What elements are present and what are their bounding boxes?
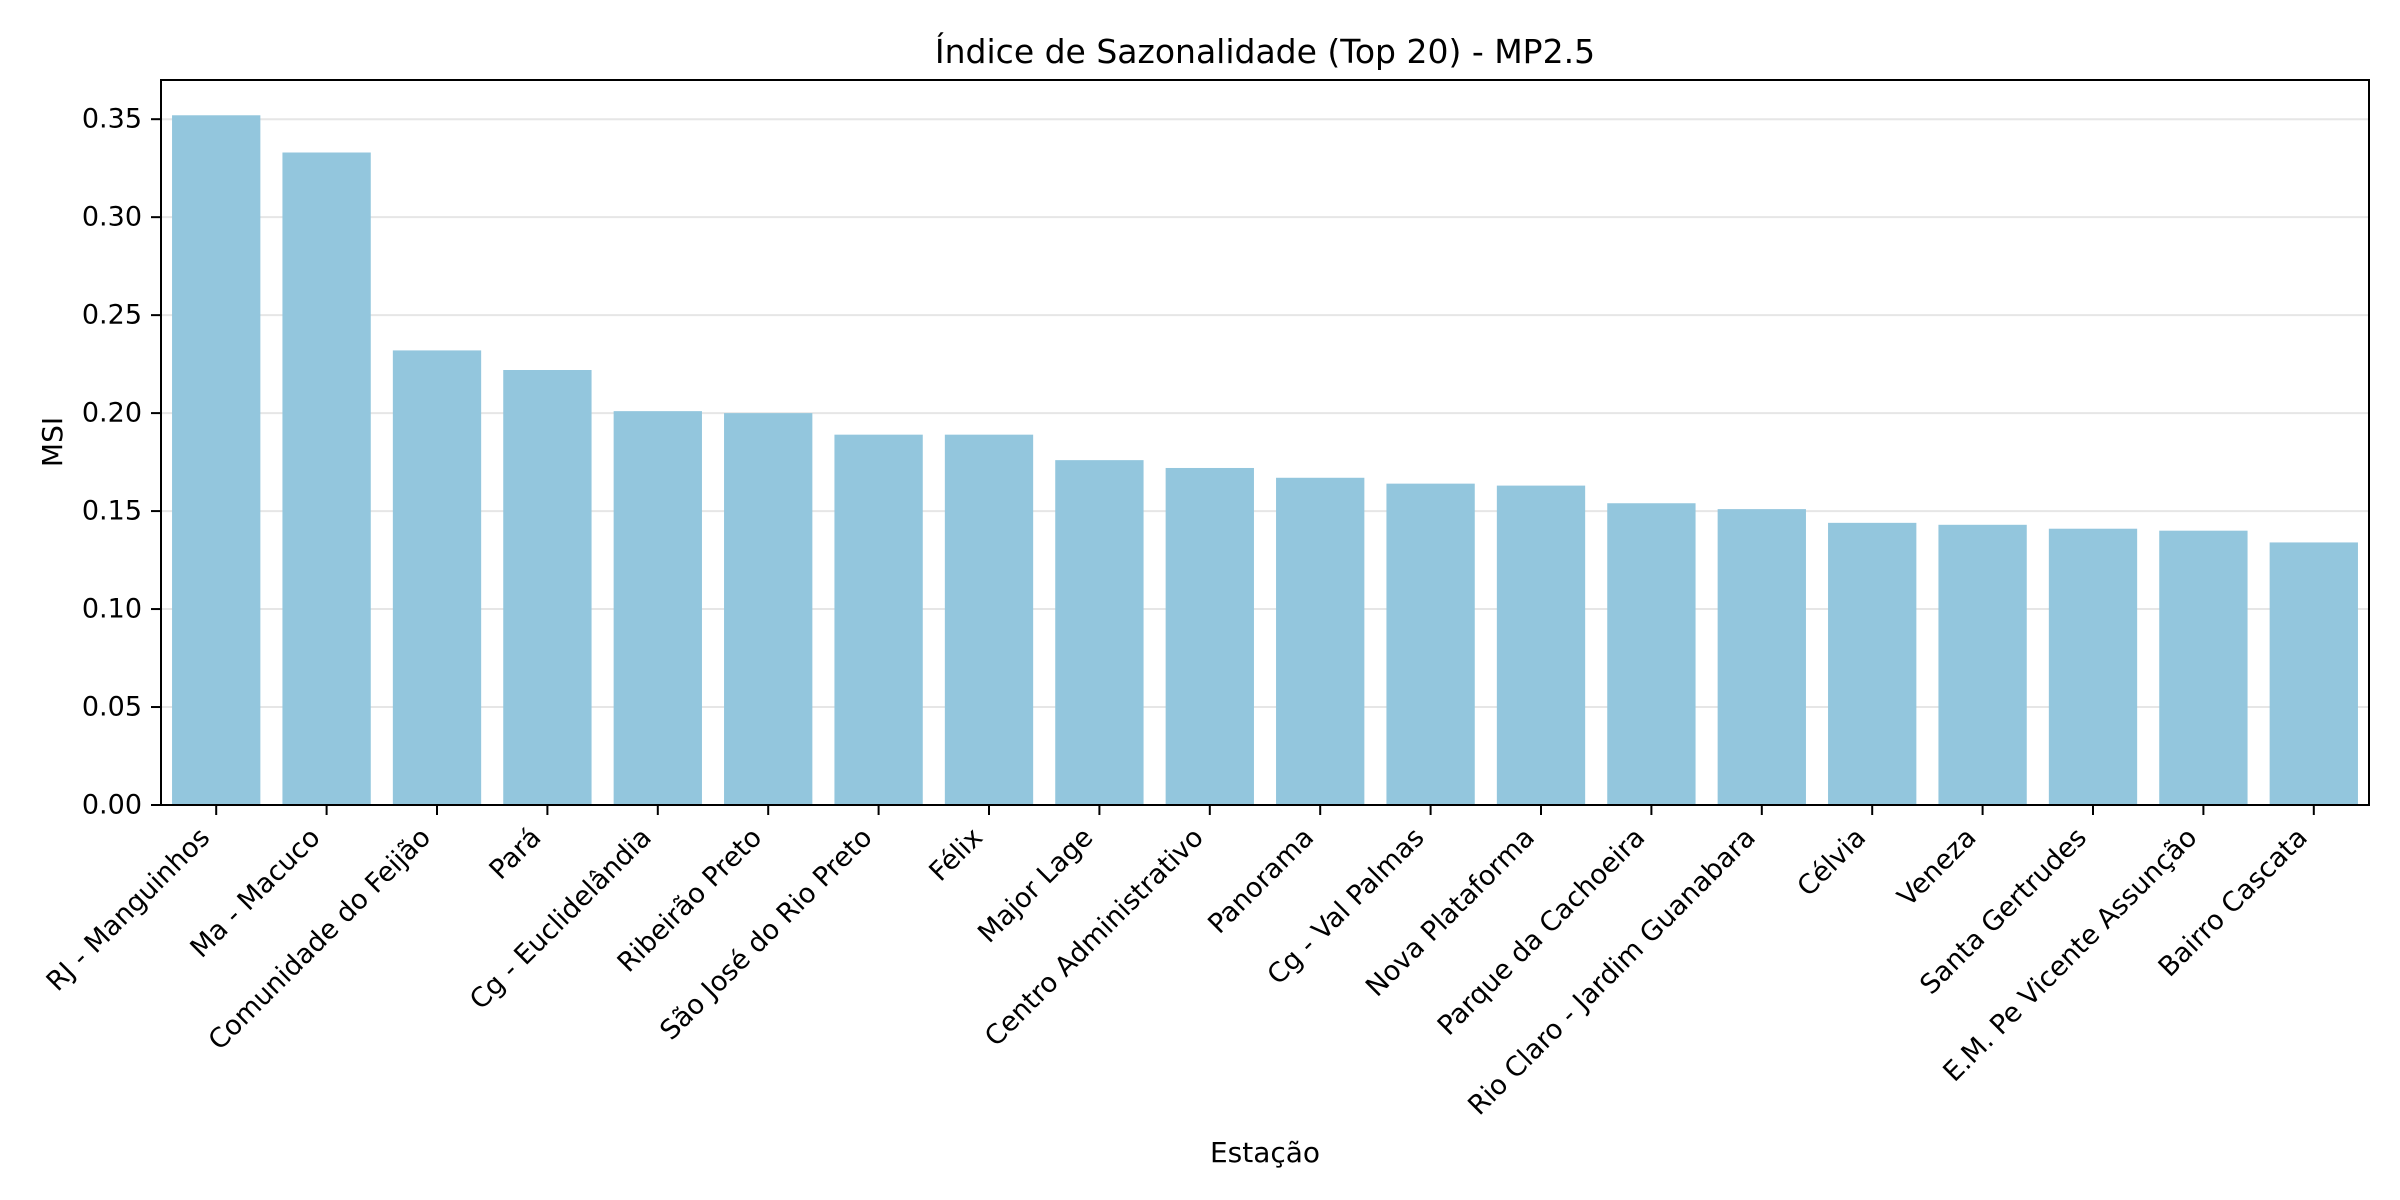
bar-6: [724, 413, 813, 805]
bar-5: [613, 411, 702, 805]
bar-17: [1938, 524, 2027, 805]
y-axis-label: MSI: [36, 417, 69, 467]
y-tick-label: 0.15: [82, 496, 142, 527]
y-tick-label: 0.35: [82, 104, 142, 135]
bar-11: [1276, 477, 1365, 805]
bar-9: [1055, 460, 1144, 805]
bar-8: [944, 434, 1034, 805]
x-tick-label: Panorama: [1202, 822, 1320, 940]
y-tick-label: 0.30: [82, 202, 142, 233]
x-axis-label: Estação: [1210, 1136, 1320, 1169]
bar-10: [1165, 467, 1254, 805]
bar-7: [834, 434, 923, 805]
x-tick-label: RJ - Manguinhos: [41, 822, 216, 997]
gridlines: [161, 118, 2369, 806]
y-tick-label: 0.00: [82, 790, 142, 821]
x-tick-label: Pará: [484, 822, 548, 886]
bar-2: [282, 152, 371, 805]
bar-19: [2159, 530, 2248, 805]
y-tick-label: 0.05: [82, 692, 142, 723]
bar-15: [1717, 509, 1806, 805]
bar-20: [2269, 542, 2358, 805]
x-tick-label: São José do Rio Preto: [654, 822, 878, 1046]
y-tick-label: 0.25: [82, 300, 142, 331]
bars: [172, 115, 2358, 806]
bar-14: [1607, 503, 1696, 805]
bar-13: [1496, 485, 1586, 805]
x-tick-label: Veneza: [1892, 822, 1983, 913]
bar-16: [1828, 522, 1917, 805]
bar-12: [1386, 483, 1475, 805]
chart-title: Índice de Sazonalidade (Top 20) - MP2.5: [935, 31, 1595, 71]
x-tick-label: Félix: [923, 822, 989, 888]
y-tick-label: 0.20: [82, 398, 142, 429]
bar-18: [2048, 528, 2138, 805]
bar-4: [503, 370, 592, 805]
axes-frame: [160, 79, 2370, 806]
x-tick-label: Centro Administrativo: [979, 822, 1210, 1053]
bar-1: [172, 115, 261, 806]
bar-3: [392, 350, 482, 805]
x-tick-label: Célvia: [1792, 822, 1873, 903]
x-tick-label: Parque da Cachoeira: [1432, 822, 1652, 1042]
x-tick-label: Cg - Euclidelândia: [464, 822, 658, 1016]
y-tick-label: 0.10: [82, 594, 142, 625]
x-tick-label: Comunidade do Feijão: [203, 822, 437, 1056]
